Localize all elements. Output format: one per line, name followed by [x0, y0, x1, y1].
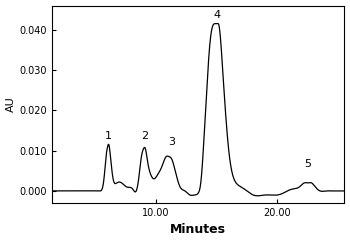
Text: 2: 2 — [141, 131, 148, 141]
X-axis label: Minutes: Minutes — [170, 223, 226, 236]
Text: 5: 5 — [304, 159, 312, 169]
Y-axis label: AU: AU — [6, 96, 15, 112]
Text: 4: 4 — [213, 10, 220, 20]
Text: 3: 3 — [168, 136, 175, 147]
Text: 1: 1 — [105, 131, 112, 141]
